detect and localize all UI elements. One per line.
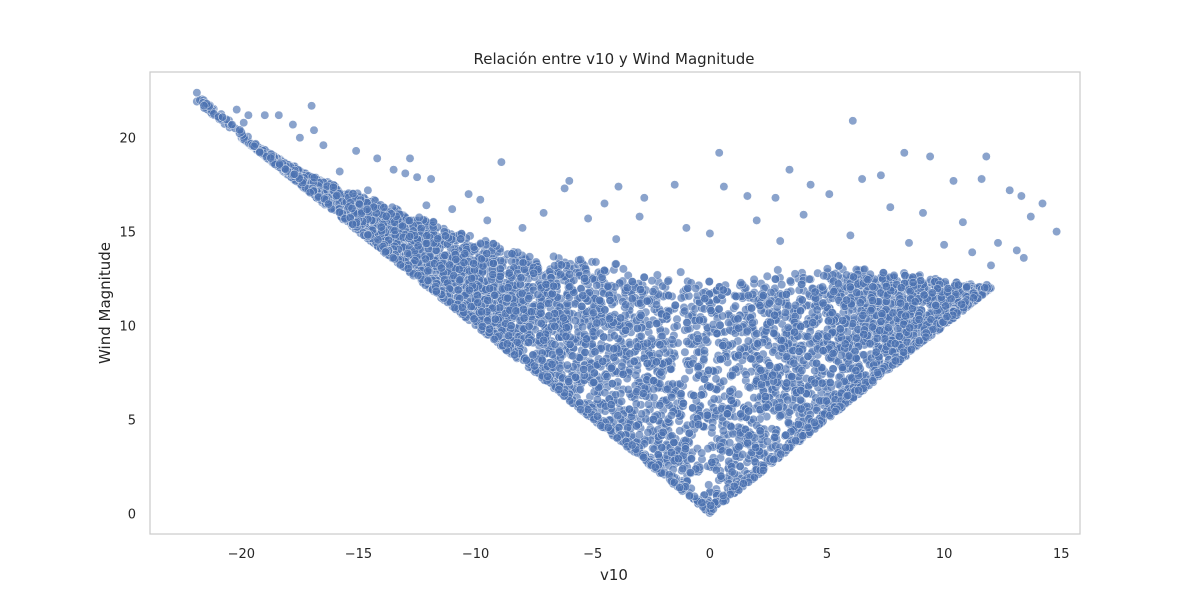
scatter-point: [764, 298, 774, 308]
scatter-point: [804, 274, 814, 284]
scatter-point: [676, 293, 686, 303]
dense-point-cloud: [192, 94, 996, 518]
scatter-point: [701, 335, 711, 345]
scatter-point: [727, 370, 737, 380]
scatter-point: [749, 275, 759, 284]
scatter-point: [613, 411, 623, 421]
scatter-point: [667, 392, 677, 402]
scatter-point: [769, 328, 779, 338]
scatter-point: [840, 339, 850, 349]
scatter-point: [818, 282, 827, 292]
scatter-point: [883, 323, 893, 333]
scatter-point: [748, 318, 758, 328]
scatter-point: [656, 367, 666, 377]
scatter-point: [697, 448, 707, 458]
scatter-point: [777, 343, 787, 353]
scatter-point: [667, 335, 677, 345]
scatter-point: [711, 374, 721, 384]
scatter-point: [588, 308, 598, 318]
scatter-point: [833, 279, 843, 289]
scatter-point: [718, 426, 728, 436]
scatter-point: [859, 350, 869, 360]
scatter-point: [636, 331, 646, 341]
scatter-point: [627, 294, 637, 304]
scatter-point: [790, 269, 800, 279]
scatter-point: [766, 287, 776, 297]
scatter-point: [789, 358, 799, 368]
scatter-point: [752, 329, 762, 339]
scatter-point: [682, 337, 692, 347]
scatter-point: [678, 464, 688, 474]
scatter-point: [578, 322, 588, 332]
scatter-point: [680, 306, 690, 316]
scatter-point: [663, 384, 673, 394]
scatter-point: [592, 395, 602, 404]
scatter-point: [734, 389, 744, 399]
scatter-point: [680, 347, 690, 357]
scatter-point: [623, 271, 633, 280]
scatter-point: [655, 400, 665, 410]
plot-area: [192, 88, 1062, 518]
scatter-point: [743, 336, 753, 346]
scatter-point: [783, 417, 793, 427]
scatter-point: [618, 264, 628, 274]
scatter-point: [611, 259, 621, 269]
scatter-point: [783, 395, 793, 405]
scatter-point: [762, 271, 772, 281]
scatter-point: [602, 372, 612, 382]
scatter-point: [649, 393, 659, 402]
scatter-point: [642, 338, 652, 348]
scatter-point: [872, 333, 882, 343]
scatter-point: [495, 264, 505, 274]
scatter-point: [591, 257, 601, 267]
scatter-point: [544, 299, 554, 308]
scatter-point: [743, 290, 753, 300]
scatter-point: [562, 360, 572, 370]
scatter-point: [609, 331, 619, 341]
scatter-point: [819, 271, 829, 281]
scatter-point: [680, 374, 690, 384]
scatter-point: [663, 276, 673, 286]
scatter-point: [693, 334, 703, 343]
scatter-point: [589, 377, 598, 387]
scatter-point: [709, 394, 719, 404]
scatter-point: [848, 319, 858, 329]
scatter-point: [666, 364, 676, 374]
scatter-point: [730, 301, 740, 311]
scatter-point: [568, 351, 578, 361]
scatter-point: [554, 347, 564, 357]
scatter-point: [704, 480, 714, 490]
scatter-point: [525, 252, 535, 262]
scatter-point: [549, 252, 559, 261]
scatter-point: [896, 298, 906, 308]
scatter-point: [414, 213, 424, 222]
scatter-point: [675, 426, 685, 436]
scatter-point: [676, 267, 686, 277]
scatter-point: [643, 427, 653, 437]
chart-title: Relación entre v10 y Wind Magnitude: [474, 50, 755, 68]
scatter-point: [762, 436, 772, 446]
scatter-point: [785, 276, 795, 286]
scatter-point: [719, 376, 729, 386]
scatter-point: [858, 310, 868, 320]
scatter-point: [773, 265, 783, 275]
scatter-point: [570, 316, 580, 326]
